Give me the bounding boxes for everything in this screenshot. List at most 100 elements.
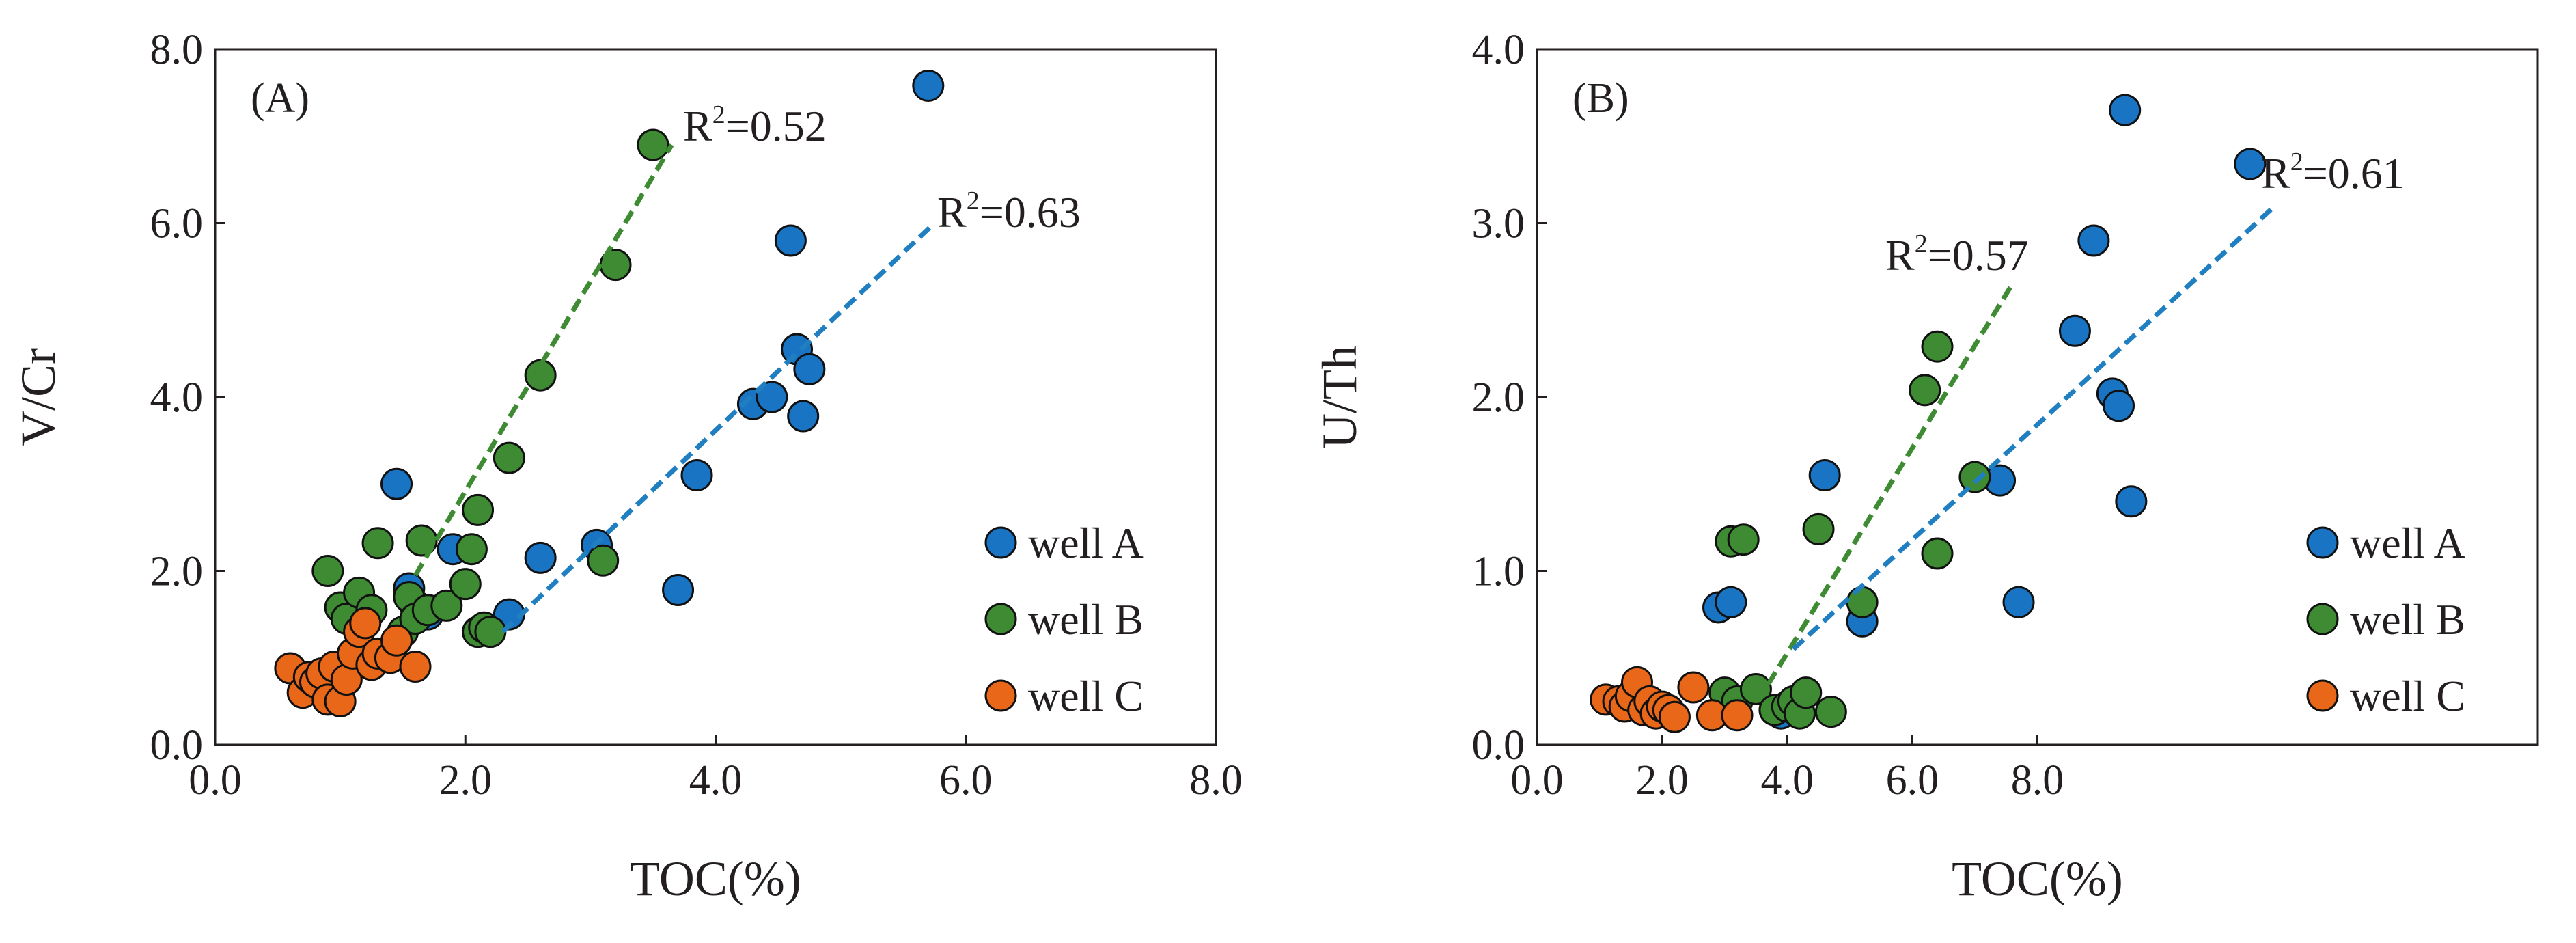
x-tick-label: 6.0	[939, 757, 993, 804]
data-point	[1658, 700, 1691, 733]
x-tick-label: 6.0	[1886, 757, 1939, 804]
x-tick-label: 0.0	[1510, 757, 1564, 804]
data-point	[774, 224, 807, 257]
data-point	[455, 533, 488, 566]
panel-a: 0.0 2.0 4.0 6.0 8.0 0.0 2.0 4.0 6.0 8.0 TOC(%) V/Cr…	[11, 27, 1243, 906]
series-well-c	[274, 607, 432, 718]
data-point	[524, 541, 557, 574]
legend-marker	[2306, 603, 2339, 636]
data-point	[1715, 586, 1747, 618]
x-tick-label: 4.0	[689, 757, 743, 804]
data-point	[2115, 485, 2148, 518]
y-tick-label: 0.0	[1472, 722, 1525, 769]
data-point	[2234, 148, 2267, 180]
data-point	[1814, 696, 1847, 728]
r-squared-label: R2=0.57	[1885, 230, 2029, 279]
y-tick-label: 4.0	[1472, 27, 1525, 73]
data-point	[2058, 314, 2091, 347]
data-point	[1790, 676, 1823, 709]
legend-marker	[2306, 679, 2339, 712]
data-point	[637, 128, 669, 161]
data-point	[380, 467, 413, 500]
r-squared-label: R2=0.61	[2261, 148, 2405, 197]
data-point	[493, 441, 525, 474]
data-point	[787, 400, 820, 433]
data-point	[587, 544, 620, 577]
data-point	[449, 568, 482, 601]
x-tick-label: 2.0	[439, 757, 493, 804]
y-tick-label: 2.0	[1472, 374, 1525, 421]
series-well-b	[1708, 330, 1991, 730]
y-tick-label: 2.0	[150, 549, 204, 595]
legend-entry: well A	[2350, 519, 2465, 567]
x-tick-label: 4.0	[1761, 757, 1814, 804]
y-tick-label: 6.0	[150, 201, 204, 247]
legend-entry: well C	[1028, 672, 1144, 720]
x-tick-label: 8.0	[1189, 757, 1243, 804]
data-point	[430, 589, 463, 622]
legend: well A well B well C	[2306, 519, 2465, 720]
data-point	[1677, 671, 1710, 704]
data-point	[2103, 390, 2135, 422]
data-point	[1909, 374, 1941, 407]
legend-marker	[984, 679, 1017, 712]
data-point	[1921, 330, 1954, 363]
data-point	[680, 459, 713, 492]
x-tick-label: 0.0	[189, 757, 242, 804]
x-axis-label: TOC(%)	[630, 851, 801, 906]
legend-marker	[2306, 526, 2339, 559]
data-point	[1958, 461, 1991, 493]
y-tick-label: 1.0	[1472, 549, 1525, 595]
r-squared-label: R2=0.63	[937, 187, 1081, 236]
data-point	[662, 573, 695, 606]
data-point	[756, 381, 788, 413]
data-point	[380, 624, 413, 657]
data-point	[2109, 94, 2142, 126]
data-point	[474, 616, 507, 648]
y-tick-label: 3.0	[1472, 201, 1525, 247]
trend-line-well-a	[1792, 204, 2277, 651]
x-tick-label: 8.0	[2011, 757, 2064, 804]
trend-line-well-b	[1766, 282, 2014, 685]
y-tick-label: 8.0	[150, 27, 204, 73]
data-point	[1802, 512, 1835, 545]
x-axis-label: TOC(%)	[1952, 851, 2123, 906]
y-tick-label: 4.0	[150, 374, 204, 421]
y-tick-label: 0.0	[150, 722, 204, 769]
data-point	[2077, 224, 2110, 257]
trend-line-well-b	[413, 144, 674, 577]
data-point	[462, 493, 495, 526]
data-point	[524, 359, 557, 392]
x-tick-label: 2.0	[1635, 757, 1689, 804]
data-point	[311, 555, 344, 587]
data-point	[1808, 459, 1841, 492]
legend-entry: well C	[2350, 672, 2465, 720]
series-well-a	[1702, 94, 2267, 730]
data-point	[399, 650, 432, 683]
series-well-c	[1590, 666, 1754, 733]
legend-entry: well B	[1028, 595, 1144, 644]
panel-label: (B)	[1573, 75, 1629, 122]
series-well-b	[311, 128, 669, 648]
y-axis-label: V/Cr	[11, 348, 66, 446]
panel-b: 0.0 2.0 4.0 6.0 8.0 0.0 1.0 2.0 3.0 4.0 TOC(%) U/Th…	[1312, 27, 2539, 906]
data-point	[1721, 699, 1754, 732]
data-point	[793, 353, 826, 385]
data-point	[1921, 537, 1954, 570]
data-point	[1846, 586, 1879, 618]
data-point	[2002, 586, 2035, 618]
legend-marker	[984, 603, 1017, 636]
legend-entry: well B	[2350, 595, 2465, 644]
data-point	[912, 69, 945, 102]
data-point	[349, 607, 382, 640]
legend: well A well B well C	[984, 519, 1144, 720]
legend-entry: well A	[1028, 519, 1144, 567]
data-point	[1727, 523, 1760, 556]
legend-marker	[984, 526, 1017, 559]
data-point	[1739, 673, 1772, 706]
r-squared-label: R2=0.52	[683, 100, 827, 150]
y-axis-label: U/Th	[1312, 345, 1367, 449]
panel-label: (A)	[251, 75, 309, 122]
